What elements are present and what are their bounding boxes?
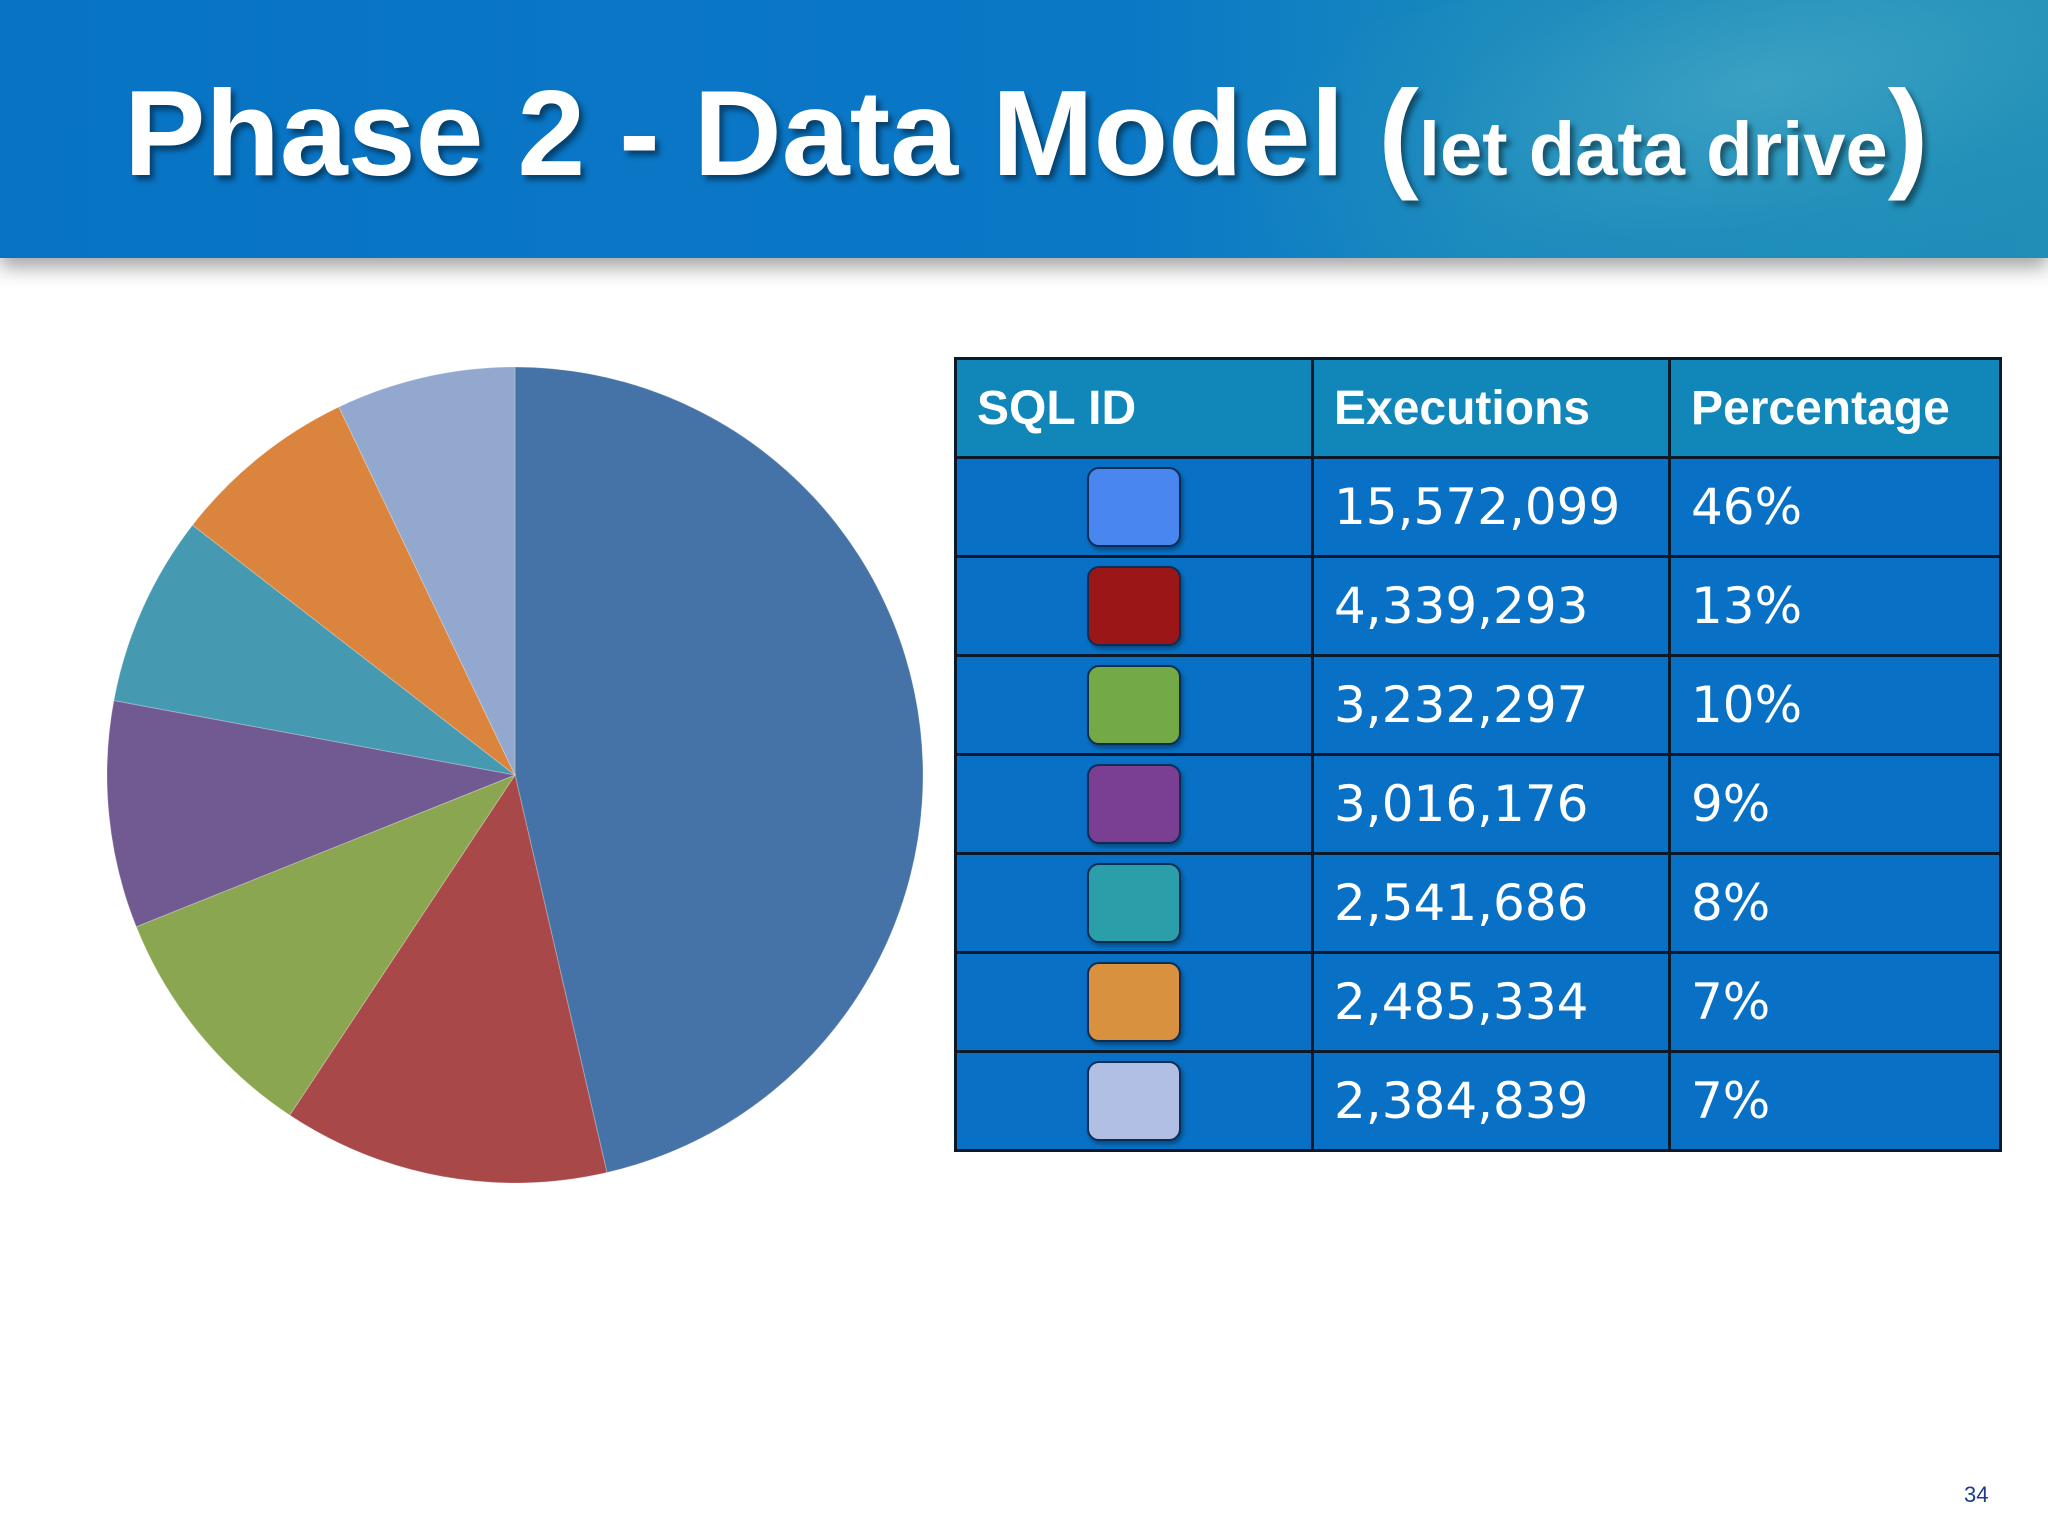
sql-executions-table: SQL ID Executions Percentage 15,572,099 … [954,357,2002,1152]
pie-slice-2 [289,773,608,1184]
percentage-cell: 8% [1668,852,2002,954]
percentage-cell: 10% [1668,654,2002,756]
table-row: 2,485,334 7% [954,951,2002,1053]
pie-slice-5 [113,524,516,776]
percentage-cell: 46% [1668,456,2002,558]
executions-cell: 4,339,293 [1311,555,1671,657]
percentage-cell: 13% [1668,555,2002,657]
pie-chart [106,366,924,1184]
executions-cell: 15,572,099 [1311,456,1671,558]
header-percentage: Percentage [1668,357,2002,459]
table-row: 4,339,293 13% [954,555,2002,657]
color-swatch [1087,665,1181,745]
pie-slice-4 [106,699,517,928]
executions-cell: 2,384,839 [1311,1050,1671,1152]
sql-id-cell [954,456,1314,558]
slide-title-close: ) [1887,65,1929,201]
page-number: 34 [1964,1482,1989,1507]
color-swatch [1087,764,1181,844]
slide-title: Phase 2 - Data Model (let data drive) [124,72,1928,194]
pie-slice-3 [135,773,517,1116]
table-row: 3,232,297 10% [954,654,2002,756]
table-row: 15,572,099 46% [954,456,2002,558]
table-row: 2,384,839 7% [954,1050,2002,1152]
sql-id-cell [954,951,1314,1053]
table-header-row: SQL ID Executions Percentage [954,357,2002,459]
pie-slice-1 [514,366,924,1174]
pie-slice-6 [191,406,516,776]
sql-id-cell [954,852,1314,954]
executions-cell: 3,232,297 [1311,654,1671,756]
percentage-cell: 7% [1668,1050,2002,1152]
table-row: 2,541,686 8% [954,852,2002,954]
sql-id-cell [954,555,1314,657]
color-swatch [1087,1061,1181,1141]
pie-slice-7 [338,366,516,776]
sql-id-cell [954,753,1314,855]
percentage-cell: 9% [1668,753,2002,855]
title-bar: Phase 2 - Data Model (let data drive) [0,0,2048,258]
color-swatch [1087,863,1181,943]
color-swatch [1087,467,1181,547]
table-row: 3,016,176 9% [954,753,2002,855]
executions-cell: 2,485,334 [1311,951,1671,1053]
executions-cell: 2,541,686 [1311,852,1671,954]
color-swatch [1087,962,1181,1042]
executions-cell: 3,016,176 [1311,753,1671,855]
header-sql-id: SQL ID [954,357,1314,459]
color-swatch [1087,566,1181,646]
sql-id-cell [954,1050,1314,1152]
slide-title-subtitle: let data drive [1418,107,1888,192]
header-executions: Executions [1311,357,1671,459]
slide-title-main: Phase 2 - Data Model ( [124,65,1419,201]
sql-id-cell [954,654,1314,756]
percentage-cell: 7% [1668,951,2002,1053]
